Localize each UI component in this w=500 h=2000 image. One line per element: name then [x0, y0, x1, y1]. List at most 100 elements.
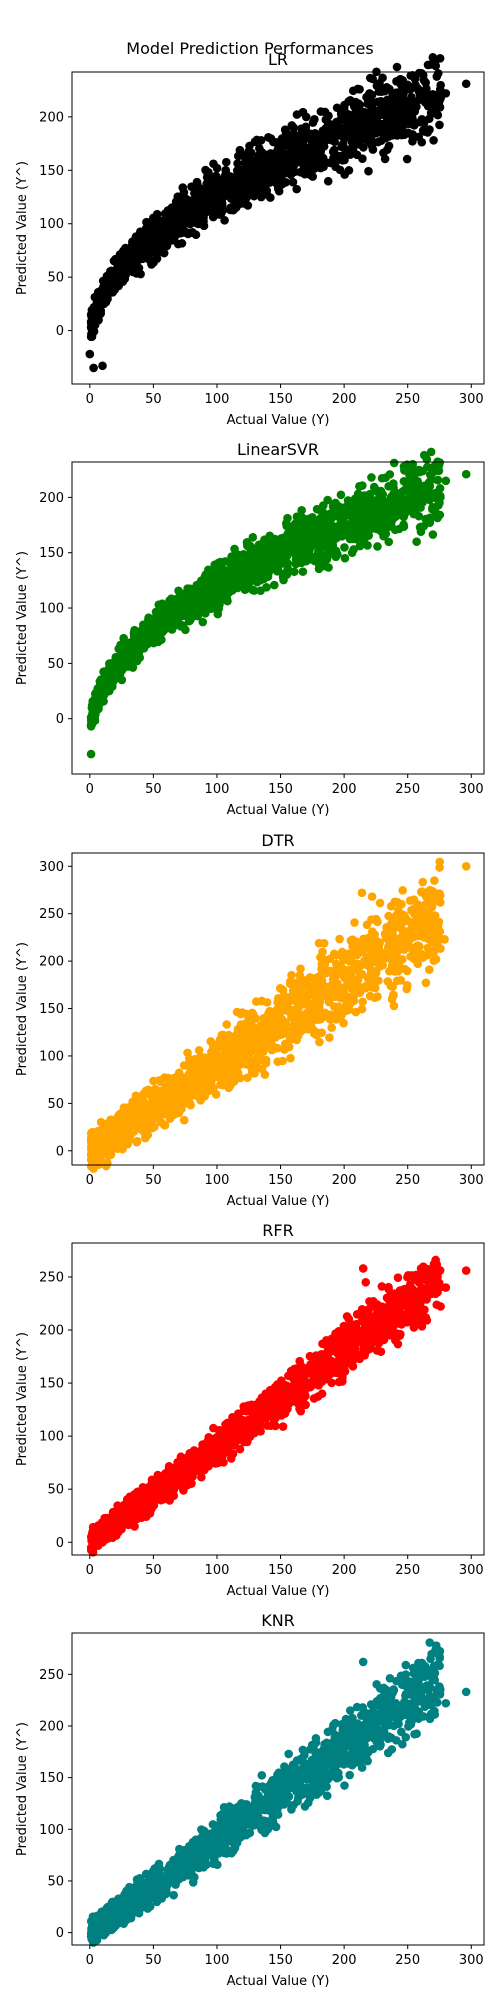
scatter-points	[86, 1255, 471, 1557]
scatter-point	[311, 1027, 321, 1037]
scatter-point	[238, 151, 248, 160]
scatter-point	[329, 153, 338, 163]
scatter-point	[435, 484, 445, 493]
scatter-point	[395, 504, 404, 513]
x-tick-label: 50	[145, 392, 162, 407]
scatter-point	[386, 123, 395, 133]
scatter-point	[193, 611, 203, 621]
y-tick-label: 250	[39, 1270, 64, 1285]
scatter-point	[384, 944, 394, 953]
scatter-point	[295, 156, 304, 165]
scatter-point	[143, 250, 153, 260]
plot-frame	[71, 71, 485, 385]
scatter-point	[124, 649, 133, 659]
x-tick-label: 50	[145, 782, 162, 797]
scatter-point	[242, 1009, 251, 1019]
scatter-point	[96, 309, 106, 318]
scatter-point	[429, 922, 439, 932]
scatter-point	[299, 142, 309, 151]
x-axis-label: Actual Value (Y)	[227, 1194, 330, 1209]
scatter-point	[354, 514, 363, 523]
scatter-point	[339, 1018, 348, 1028]
panel-title: DTR	[261, 831, 294, 850]
scatter-point	[430, 876, 439, 885]
scatter-point	[177, 1088, 187, 1098]
scatter-point	[160, 234, 170, 244]
scatter-point	[161, 618, 171, 628]
scatter-point	[281, 136, 290, 146]
x-tick-label: 100	[205, 1173, 230, 1188]
scatter-point	[241, 575, 251, 585]
scatter-point	[128, 243, 137, 253]
y-axis-label: Predicted Value (Y^)	[15, 942, 30, 1076]
scatter-point	[362, 936, 372, 946]
scatter-point	[218, 588, 228, 597]
scatter-point	[368, 74, 377, 84]
y-tick-label: 0	[56, 324, 64, 339]
scatter-point	[202, 193, 212, 203]
scatter-point	[200, 572, 210, 582]
scatter-point	[388, 990, 398, 1000]
scatter-point	[423, 943, 432, 953]
scatter-point	[222, 1020, 231, 1029]
scatter-point	[392, 976, 402, 986]
scatter-point	[231, 1051, 241, 1060]
y-tick-label: 0	[56, 712, 64, 727]
scatter-point	[399, 520, 408, 529]
scatter-point	[310, 145, 319, 154]
x-tick-label: 100	[205, 392, 230, 407]
scatter-point	[220, 557, 230, 566]
scatter-point	[388, 935, 398, 944]
scatter-point	[101, 1141, 111, 1151]
scatter-point	[380, 496, 389, 506]
x-tick-label: 250	[395, 1563, 420, 1578]
scatter-point	[209, 1083, 218, 1093]
scatter-point	[258, 1036, 267, 1046]
scatter-point	[304, 555, 314, 564]
scatter-point	[403, 928, 412, 937]
scatter-point	[435, 857, 445, 867]
scatter-point	[324, 111, 333, 121]
scatter-point	[387, 110, 397, 120]
scatter-point	[95, 690, 105, 700]
panel-title: LR	[268, 50, 288, 69]
scatter-point	[435, 120, 444, 130]
scatter-point	[365, 89, 374, 98]
scatter-point	[409, 120, 419, 130]
scatter-point	[323, 176, 333, 186]
scatter-point	[107, 266, 116, 276]
scatter-point	[162, 241, 172, 251]
scatter-point	[241, 181, 251, 190]
scatter-point	[149, 1076, 158, 1086]
x-tick-label: 250	[395, 782, 420, 797]
scatter-point	[382, 953, 392, 963]
scatter-point	[116, 1108, 126, 1118]
scatter-point	[119, 633, 128, 643]
scatter-point	[401, 484, 411, 494]
scatter-point	[213, 1053, 223, 1062]
scatter-point	[303, 1024, 312, 1034]
scatter-point	[287, 121, 297, 130]
scatter-point	[461, 469, 471, 479]
scatter-point	[298, 567, 308, 576]
y-tick-label: 100	[39, 1430, 64, 1445]
scatter-point	[428, 530, 438, 539]
scatter-point	[396, 107, 405, 117]
scatter-point	[212, 163, 222, 173]
scatter-point	[194, 1046, 204, 1055]
scatter-point	[352, 950, 362, 960]
scatter-point	[344, 97, 353, 106]
x-tick-label: 300	[459, 1173, 484, 1188]
x-axis-label: Actual Value (Y)	[227, 803, 330, 818]
scatter-point	[89, 1149, 99, 1159]
scatter-point	[107, 675, 116, 684]
scatter-point	[331, 552, 341, 562]
scatter-point	[416, 887, 426, 897]
scatter-point	[266, 538, 275, 548]
scatter-point	[196, 201, 205, 210]
scatter-point	[401, 113, 411, 123]
scatter-point	[260, 185, 269, 195]
y-tick-label: 0	[56, 1144, 64, 1159]
